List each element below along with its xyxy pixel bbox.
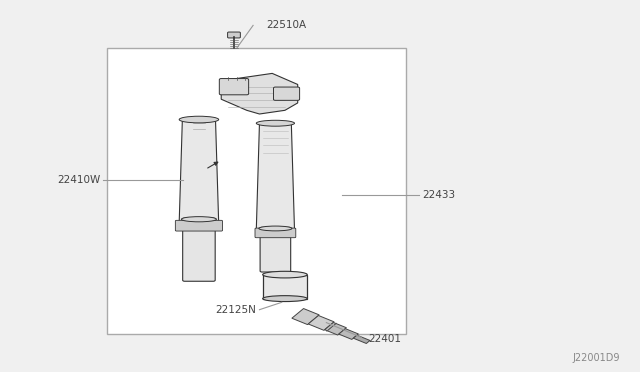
Ellipse shape [256,120,294,126]
FancyBboxPatch shape [255,228,296,238]
Text: 22125N: 22125N [215,305,256,315]
Polygon shape [308,315,334,330]
Polygon shape [353,335,370,343]
Ellipse shape [181,217,216,222]
Ellipse shape [179,220,219,226]
Ellipse shape [259,226,292,231]
Polygon shape [339,328,358,339]
Polygon shape [324,323,346,335]
Polygon shape [221,73,298,114]
FancyBboxPatch shape [220,78,248,95]
Polygon shape [179,119,219,223]
FancyBboxPatch shape [260,227,291,272]
FancyBboxPatch shape [262,275,307,299]
FancyBboxPatch shape [175,220,223,231]
FancyBboxPatch shape [182,218,215,281]
Text: J22001D9: J22001D9 [572,353,620,363]
FancyBboxPatch shape [273,87,300,100]
Text: 22433: 22433 [422,190,455,200]
Ellipse shape [262,296,307,302]
Text: 22401: 22401 [368,334,401,344]
Text: 22510A: 22510A [266,20,306,31]
Polygon shape [256,123,294,230]
Polygon shape [292,308,319,325]
Ellipse shape [262,271,307,278]
Ellipse shape [256,228,294,233]
Bar [106,48,406,334]
Ellipse shape [179,116,219,123]
Text: 22410W: 22410W [57,176,100,186]
FancyBboxPatch shape [228,32,241,38]
